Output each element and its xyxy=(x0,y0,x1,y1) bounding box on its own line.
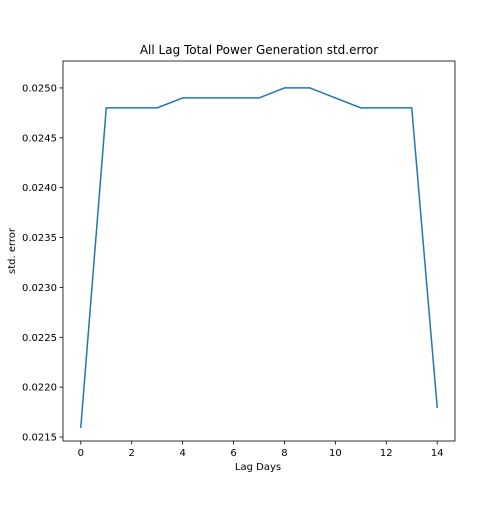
data-point xyxy=(181,97,184,99)
y-tick-label: 0.0250 xyxy=(22,83,57,94)
x-tick-label: 14 xyxy=(431,448,444,459)
x-tick-label: 0 xyxy=(78,448,84,459)
plot-area xyxy=(80,87,438,428)
chart-title: All Lag Total Power Generation std.error xyxy=(140,43,378,57)
y-tick-label: 0.0220 xyxy=(22,383,57,394)
data-point xyxy=(156,107,158,109)
data-point xyxy=(80,426,82,428)
data-point xyxy=(207,97,209,99)
y-tick-label: 0.0225 xyxy=(22,333,57,344)
y-tick-label: 0.0230 xyxy=(22,283,57,294)
data-point xyxy=(436,406,438,408)
y-axis-label: std. error xyxy=(7,227,18,274)
x-tick-label: 12 xyxy=(380,448,393,459)
y-tick-label: 0.0235 xyxy=(22,233,57,244)
plot-frame xyxy=(62,60,456,442)
y-axis-ticks: 0.0215 0.0220 0.0225 0.0230 0.0235 0.0240 0.02… xyxy=(22,83,63,444)
data-point xyxy=(105,107,108,109)
x-axis-ticks: 0 2 4 6 8 10 12 14 xyxy=(78,441,444,459)
x-tick-label: 6 xyxy=(230,448,236,459)
data-point xyxy=(360,107,362,109)
data-point xyxy=(130,107,133,109)
data-point xyxy=(258,97,260,99)
x-tick-label: 4 xyxy=(179,448,185,459)
y-tick-label: 0.0215 xyxy=(22,433,57,444)
data-point xyxy=(309,87,311,89)
y-tick-label: 0.0240 xyxy=(22,183,57,194)
data-point xyxy=(385,107,388,109)
x-tick-label: 8 xyxy=(281,448,287,459)
x-tick-label: 2 xyxy=(129,448,135,459)
y-tick-label: 0.0245 xyxy=(22,133,57,144)
x-tick-label: 10 xyxy=(329,448,342,459)
x-axis-label: Lag Days xyxy=(235,462,281,473)
data-point xyxy=(410,107,413,109)
data-point xyxy=(334,97,337,99)
data-point xyxy=(283,87,286,89)
data-point xyxy=(232,97,235,99)
